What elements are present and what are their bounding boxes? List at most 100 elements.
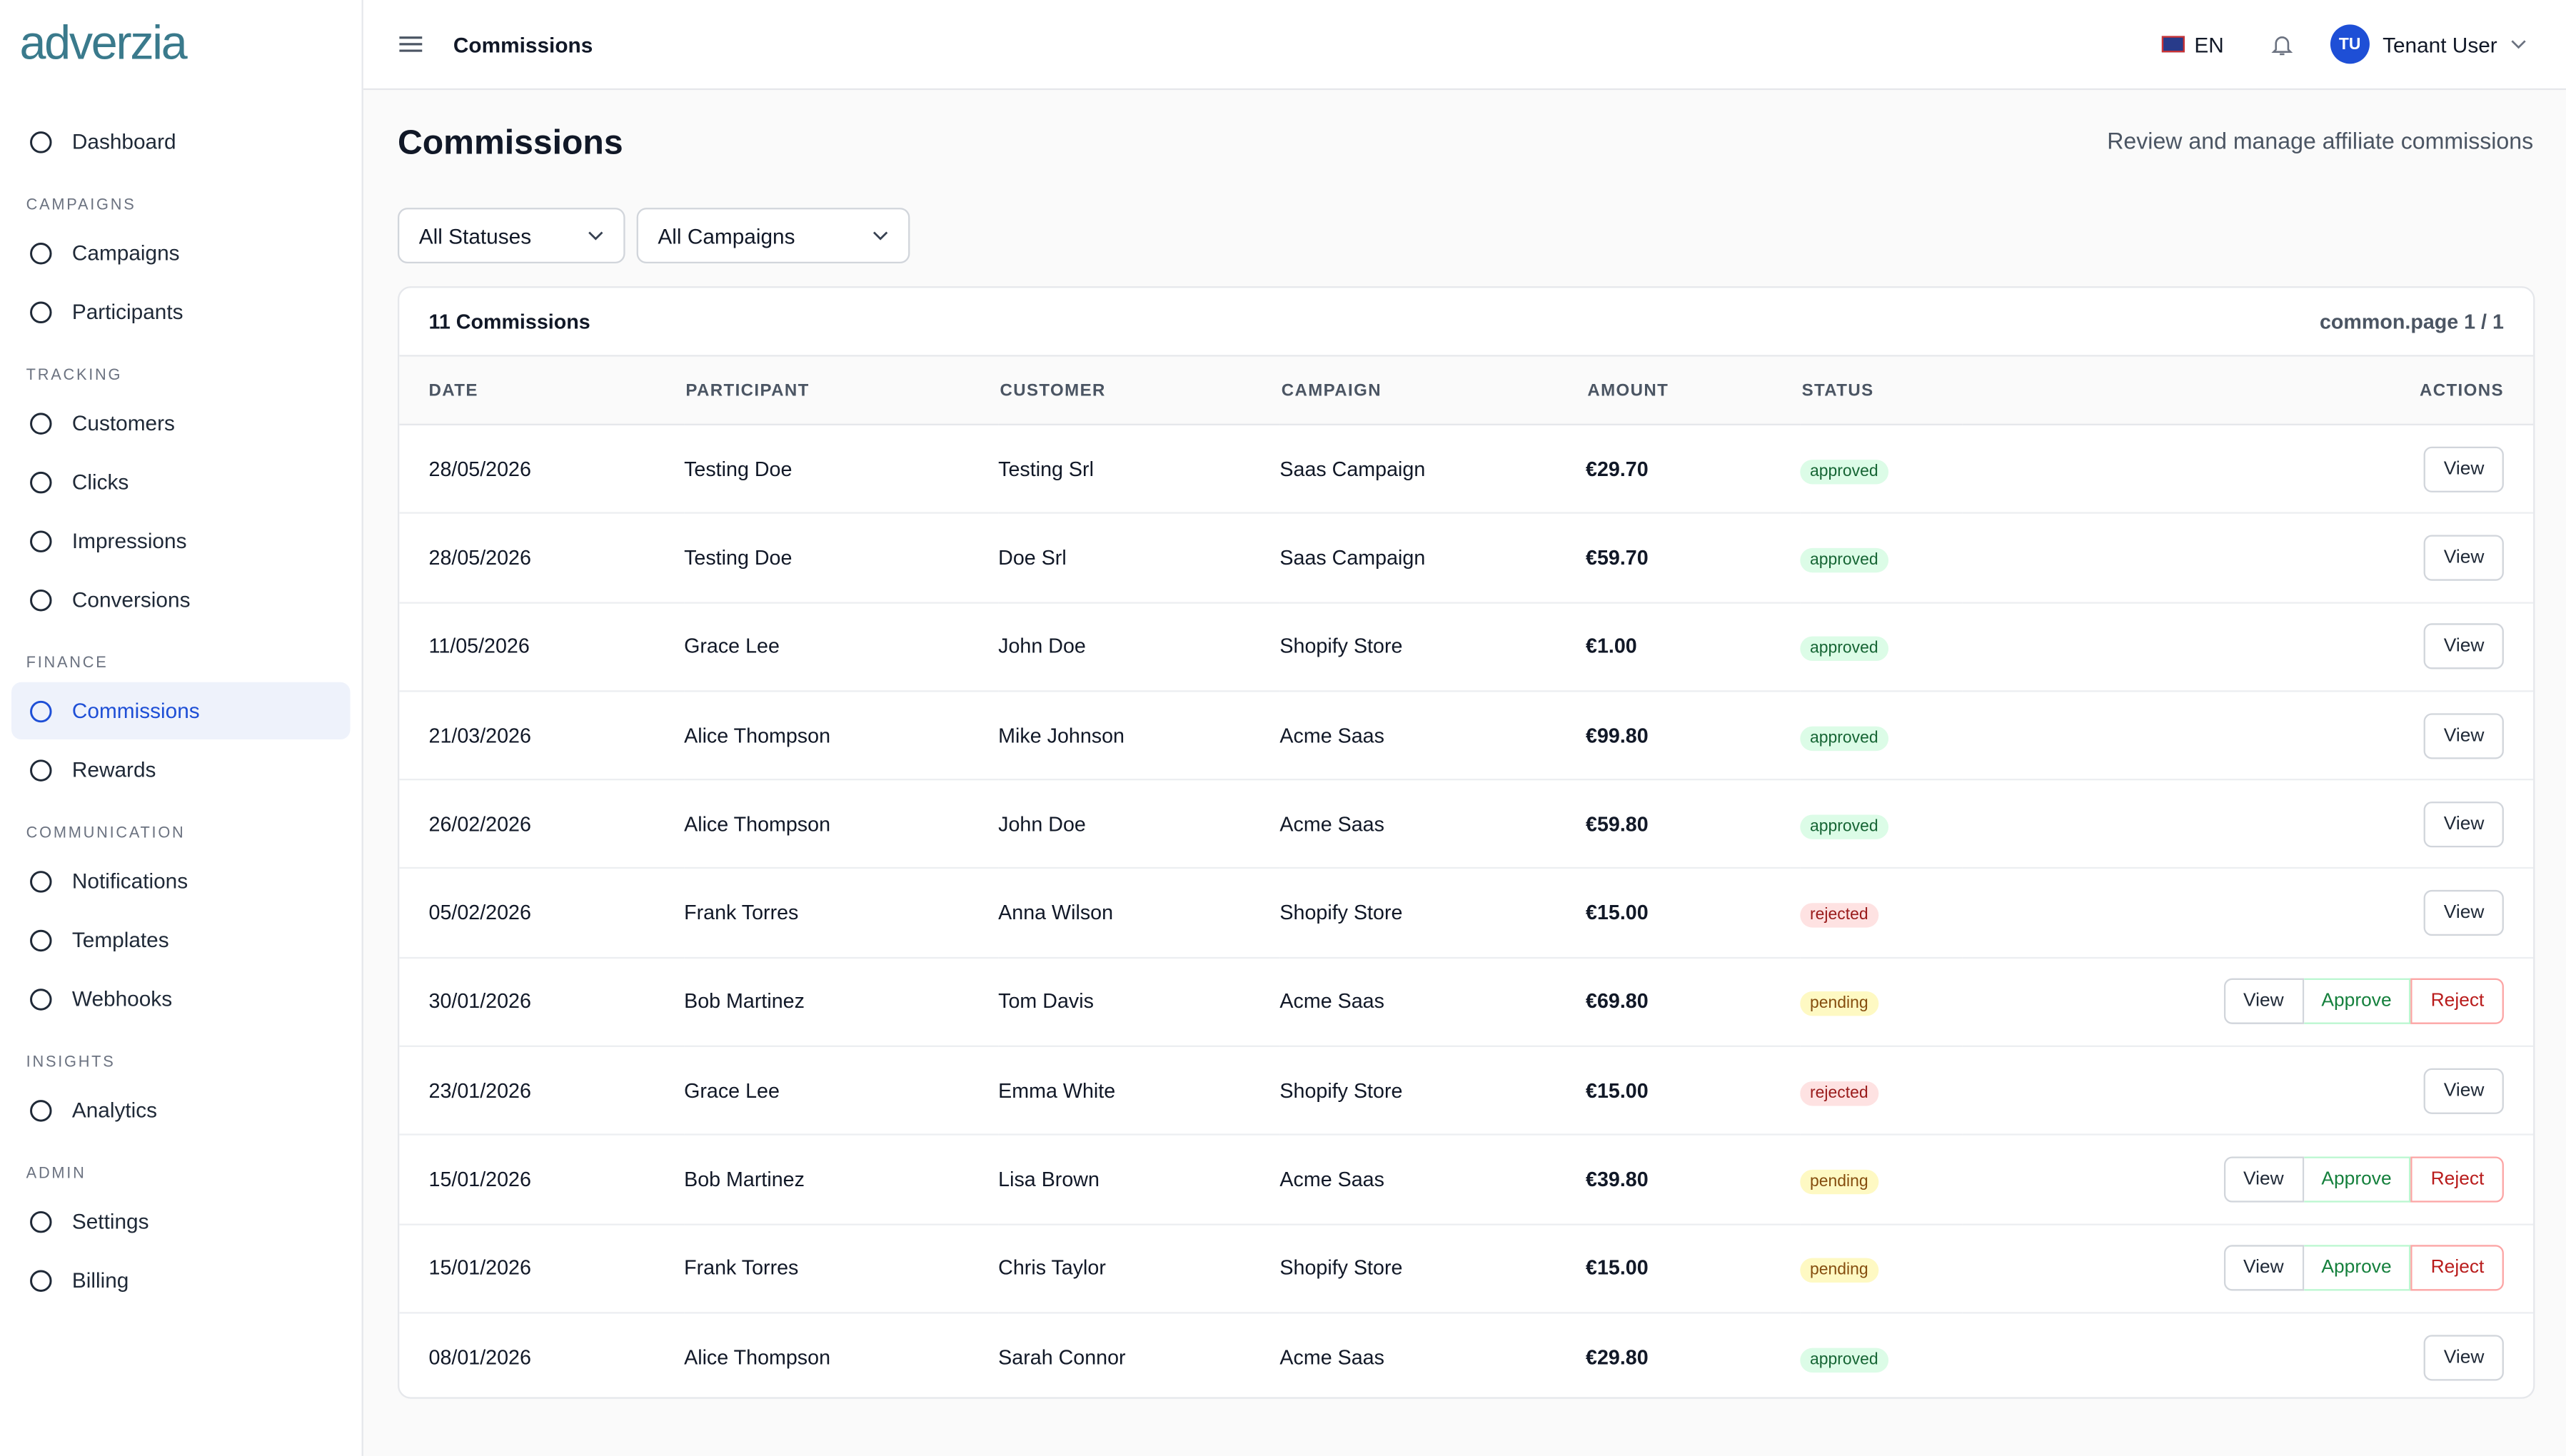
- filter-select[interactable]: All Statuses: [397, 208, 625, 264]
- action-button[interactable]: View: [2424, 623, 2504, 670]
- action-button[interactable]: View: [2424, 1334, 2504, 1380]
- nav-item[interactable]: Templates: [11, 911, 350, 969]
- date-cell: 26/02/2026: [399, 779, 685, 870]
- action-button[interactable]: Approve: [2303, 979, 2412, 1025]
- status-cell: approved: [1800, 779, 1963, 870]
- nav-item[interactable]: Conversions: [11, 571, 350, 628]
- nav-item[interactable]: Dashboard: [11, 113, 350, 170]
- nav-item[interactable]: Campaigns: [11, 224, 350, 281]
- status-cell: approved: [1800, 424, 1963, 515]
- count: 11 Commissions: [428, 310, 590, 333]
- status-badge: pending: [1800, 991, 1878, 1017]
- nav-label: Customers: [71, 410, 175, 435]
- campaign-cell: Shopify Store: [1279, 869, 1586, 959]
- nav-icon: [30, 300, 52, 323]
- nav-item[interactable]: Analytics: [11, 1081, 350, 1138]
- status-cell: approved: [1800, 513, 1963, 603]
- action-button[interactable]: Reject: [2411, 979, 2504, 1025]
- date-cell: 23/01/2026: [399, 1046, 685, 1136]
- amount-cell: €15.00: [1586, 1223, 1801, 1314]
- table-row: 30/01/2026 Bob Martinez Tom Davis Acme Saas…: [399, 957, 2534, 1048]
- action-button[interactable]: Reject: [2411, 1245, 2504, 1292]
- nav-icon: [30, 1098, 52, 1121]
- topbar-title: Commissions: [453, 31, 593, 57]
- status-cell: rejected: [1800, 869, 1963, 959]
- nav-section-heading: ADMIN: [26, 1164, 86, 1183]
- nav-item[interactable]: Billing: [11, 1251, 350, 1308]
- action-button[interactable]: View: [2424, 535, 2504, 581]
- action-button[interactable]: View: [2424, 801, 2504, 847]
- actions-cell: View Approve Reject: [1962, 1135, 2534, 1225]
- participant-cell: Grace Lee: [684, 602, 999, 692]
- column-header: PARTICIPANT: [684, 356, 999, 425]
- nav-icon: [30, 699, 52, 722]
- nav-icon: [30, 929, 52, 951]
- status-badge: approved: [1800, 814, 1888, 839]
- nav-item[interactable]: Customers: [11, 394, 350, 451]
- logo[interactable]: adverzia: [19, 17, 188, 70]
- action-button[interactable]: Approve: [2303, 1156, 2412, 1203]
- table-row: 23/01/2026 Grace Lee Emma White Shopify Sto…: [399, 1046, 2534, 1136]
- amount-cell: €69.80: [1586, 957, 1801, 1048]
- column-header: STATUS: [1800, 356, 1963, 425]
- table-row: 08/01/2026 Alice Thompson Sarah Connor Acme…: [399, 1313, 2533, 1397]
- campaign-cell: Shopify Store: [1279, 602, 1586, 692]
- participant-cell: Alice Thompson: [684, 691, 999, 781]
- action-button[interactable]: Reject: [2411, 1156, 2504, 1203]
- action-group: View Approve Reject: [2223, 979, 2504, 1025]
- action-button[interactable]: View: [2223, 1245, 2304, 1292]
- avatar[interactable]: TU: [2330, 24, 2370, 64]
- nav-icon: [30, 530, 52, 552]
- nav-label: Dashboard: [71, 129, 176, 154]
- table-row: 28/05/2026 Testing Doe Testing Srl Saas Cam…: [399, 424, 2534, 515]
- nav-item[interactable]: Clicks: [11, 453, 350, 510]
- action-group: View: [2424, 1068, 2504, 1114]
- nav-label: Participants: [71, 299, 183, 324]
- participant-cell: Grace Lee: [684, 1046, 999, 1136]
- nav-item[interactable]: Commissions: [11, 682, 351, 740]
- nav-label: Billing: [71, 1268, 129, 1293]
- customer-cell: Emma White: [998, 1046, 1280, 1136]
- nav-item[interactable]: Webhooks: [11, 970, 350, 1027]
- table-row: 15/01/2026 Frank Torres Chris Taylor Shopif…: [399, 1223, 2534, 1314]
- participant-cell: Frank Torres: [684, 1223, 999, 1314]
- action-button[interactable]: View: [2424, 445, 2504, 492]
- status-cell: approved: [1800, 691, 1963, 781]
- action-button[interactable]: View: [2424, 890, 2504, 936]
- nav-item[interactable]: Notifications: [11, 852, 350, 909]
- customer-cell: Chris Taylor: [998, 1223, 1280, 1314]
- participant-cell: Testing Doe: [684, 513, 999, 603]
- action-button[interactable]: Approve: [2303, 1245, 2412, 1292]
- action-button[interactable]: View: [2223, 1156, 2304, 1203]
- status-cell: pending: [1800, 957, 1963, 1048]
- table-row: 05/02/2026 Frank Torres Anna Wilson Shopify…: [399, 869, 2534, 959]
- card-header: 11 Commissions common.page 1 / 1: [399, 288, 2534, 357]
- action-button[interactable]: View: [2424, 1068, 2504, 1114]
- nav-item[interactable]: Settings: [11, 1193, 350, 1250]
- nav-item[interactable]: Rewards: [11, 741, 350, 798]
- nav-item[interactable]: Participants: [11, 283, 350, 340]
- date-cell: 05/02/2026: [399, 869, 685, 959]
- status-cell: rejected: [1800, 1046, 1963, 1136]
- nav: Dashboard CAMPAIGNS Campaigns Participants T…: [0, 89, 362, 1309]
- customer-cell: Lisa Brown: [998, 1135, 1280, 1225]
- language[interactable]: EN: [2194, 31, 2224, 57]
- filter-select[interactable]: All Campaigns: [636, 208, 910, 264]
- amount-cell: €29.70: [1586, 424, 1801, 515]
- amount-cell: €59.80: [1586, 779, 1801, 870]
- action-button[interactable]: View: [2223, 979, 2304, 1025]
- nav-item[interactable]: Impressions: [11, 512, 350, 569]
- user-menu-caret[interactable]: [2510, 39, 2527, 49]
- amount-cell: €15.00: [1586, 1046, 1801, 1136]
- user-name[interactable]: Tenant User: [2383, 31, 2497, 57]
- action-button[interactable]: View: [2424, 712, 2504, 759]
- date-cell: 30/01/2026: [399, 957, 685, 1048]
- customer-cell: Anna Wilson: [998, 869, 1280, 959]
- notifications-bell[interactable]: [2270, 32, 2294, 56]
- menu-toggle[interactable]: [399, 36, 423, 52]
- action-group: View: [2424, 535, 2504, 581]
- page-subtitle: Review and manage affiliate commissions: [2107, 127, 2534, 154]
- campaign-cell: Shopify Store: [1279, 1223, 1586, 1314]
- amount-cell: €39.80: [1586, 1135, 1801, 1225]
